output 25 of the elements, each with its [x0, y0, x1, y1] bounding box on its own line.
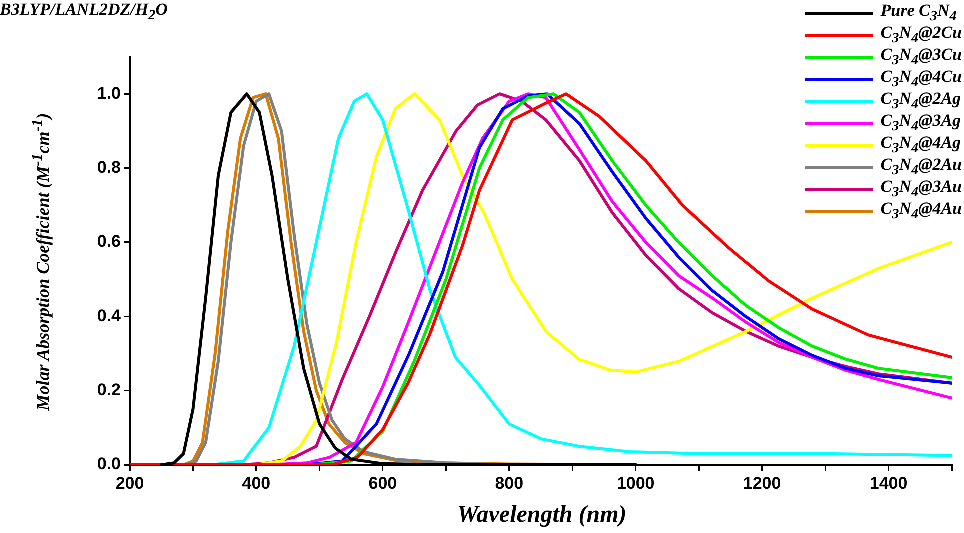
- legend-label: Pure C$_{3}$N$_{4}$: [880, 0, 957, 24]
- legend-label: C$_{3}$N$_{4}$@3Au: [880, 176, 962, 200]
- y-tick-label: 0.0: [97, 454, 121, 474]
- legend-label: C$_{3}$N$_{4}$@2Au: [880, 154, 962, 178]
- y-tick-label: 0.2: [97, 380, 121, 400]
- y-tick-label: 1.0: [97, 84, 121, 103]
- y-tick-label: 0.4: [97, 306, 122, 326]
- x-tick-label: 400: [242, 474, 271, 493]
- legend-label: C$_{3}$N$_{4}$@4Cu: [880, 66, 962, 90]
- x-tick-label: 1000: [616, 474, 655, 493]
- text: B3LYP/LANL2DZ/H$_{2}$O: [0, 0, 168, 24]
- x-tick-label: 800: [495, 474, 524, 493]
- legend-label: C$_{3}$N$_{4}$@4Ag: [880, 132, 962, 156]
- legend-label: C$_{3}$N$_{4}$@2Ag: [880, 88, 962, 112]
- legend-label: C$_{3}$N$_{4}$@3Cu: [880, 44, 962, 68]
- x-axis-title: Wavelength (nm): [456, 502, 628, 529]
- y-tick-label: 0.6: [97, 232, 121, 252]
- x-tick-label: 600: [368, 474, 398, 493]
- x-tick-label: 1200: [743, 474, 782, 493]
- y-tick-label: 0.8: [97, 158, 121, 177]
- legend-label: C$_{3}$N$_{4}$@2Cu: [880, 22, 962, 46]
- legend-label: C$_{3}$N$_{4}$@3Ag: [880, 110, 962, 134]
- x-tick-label: 1400: [870, 474, 908, 493]
- x-tick-label: 200: [116, 474, 144, 493]
- legend-label: C$_{3}$N$_{4}$@4Au: [880, 198, 962, 224]
